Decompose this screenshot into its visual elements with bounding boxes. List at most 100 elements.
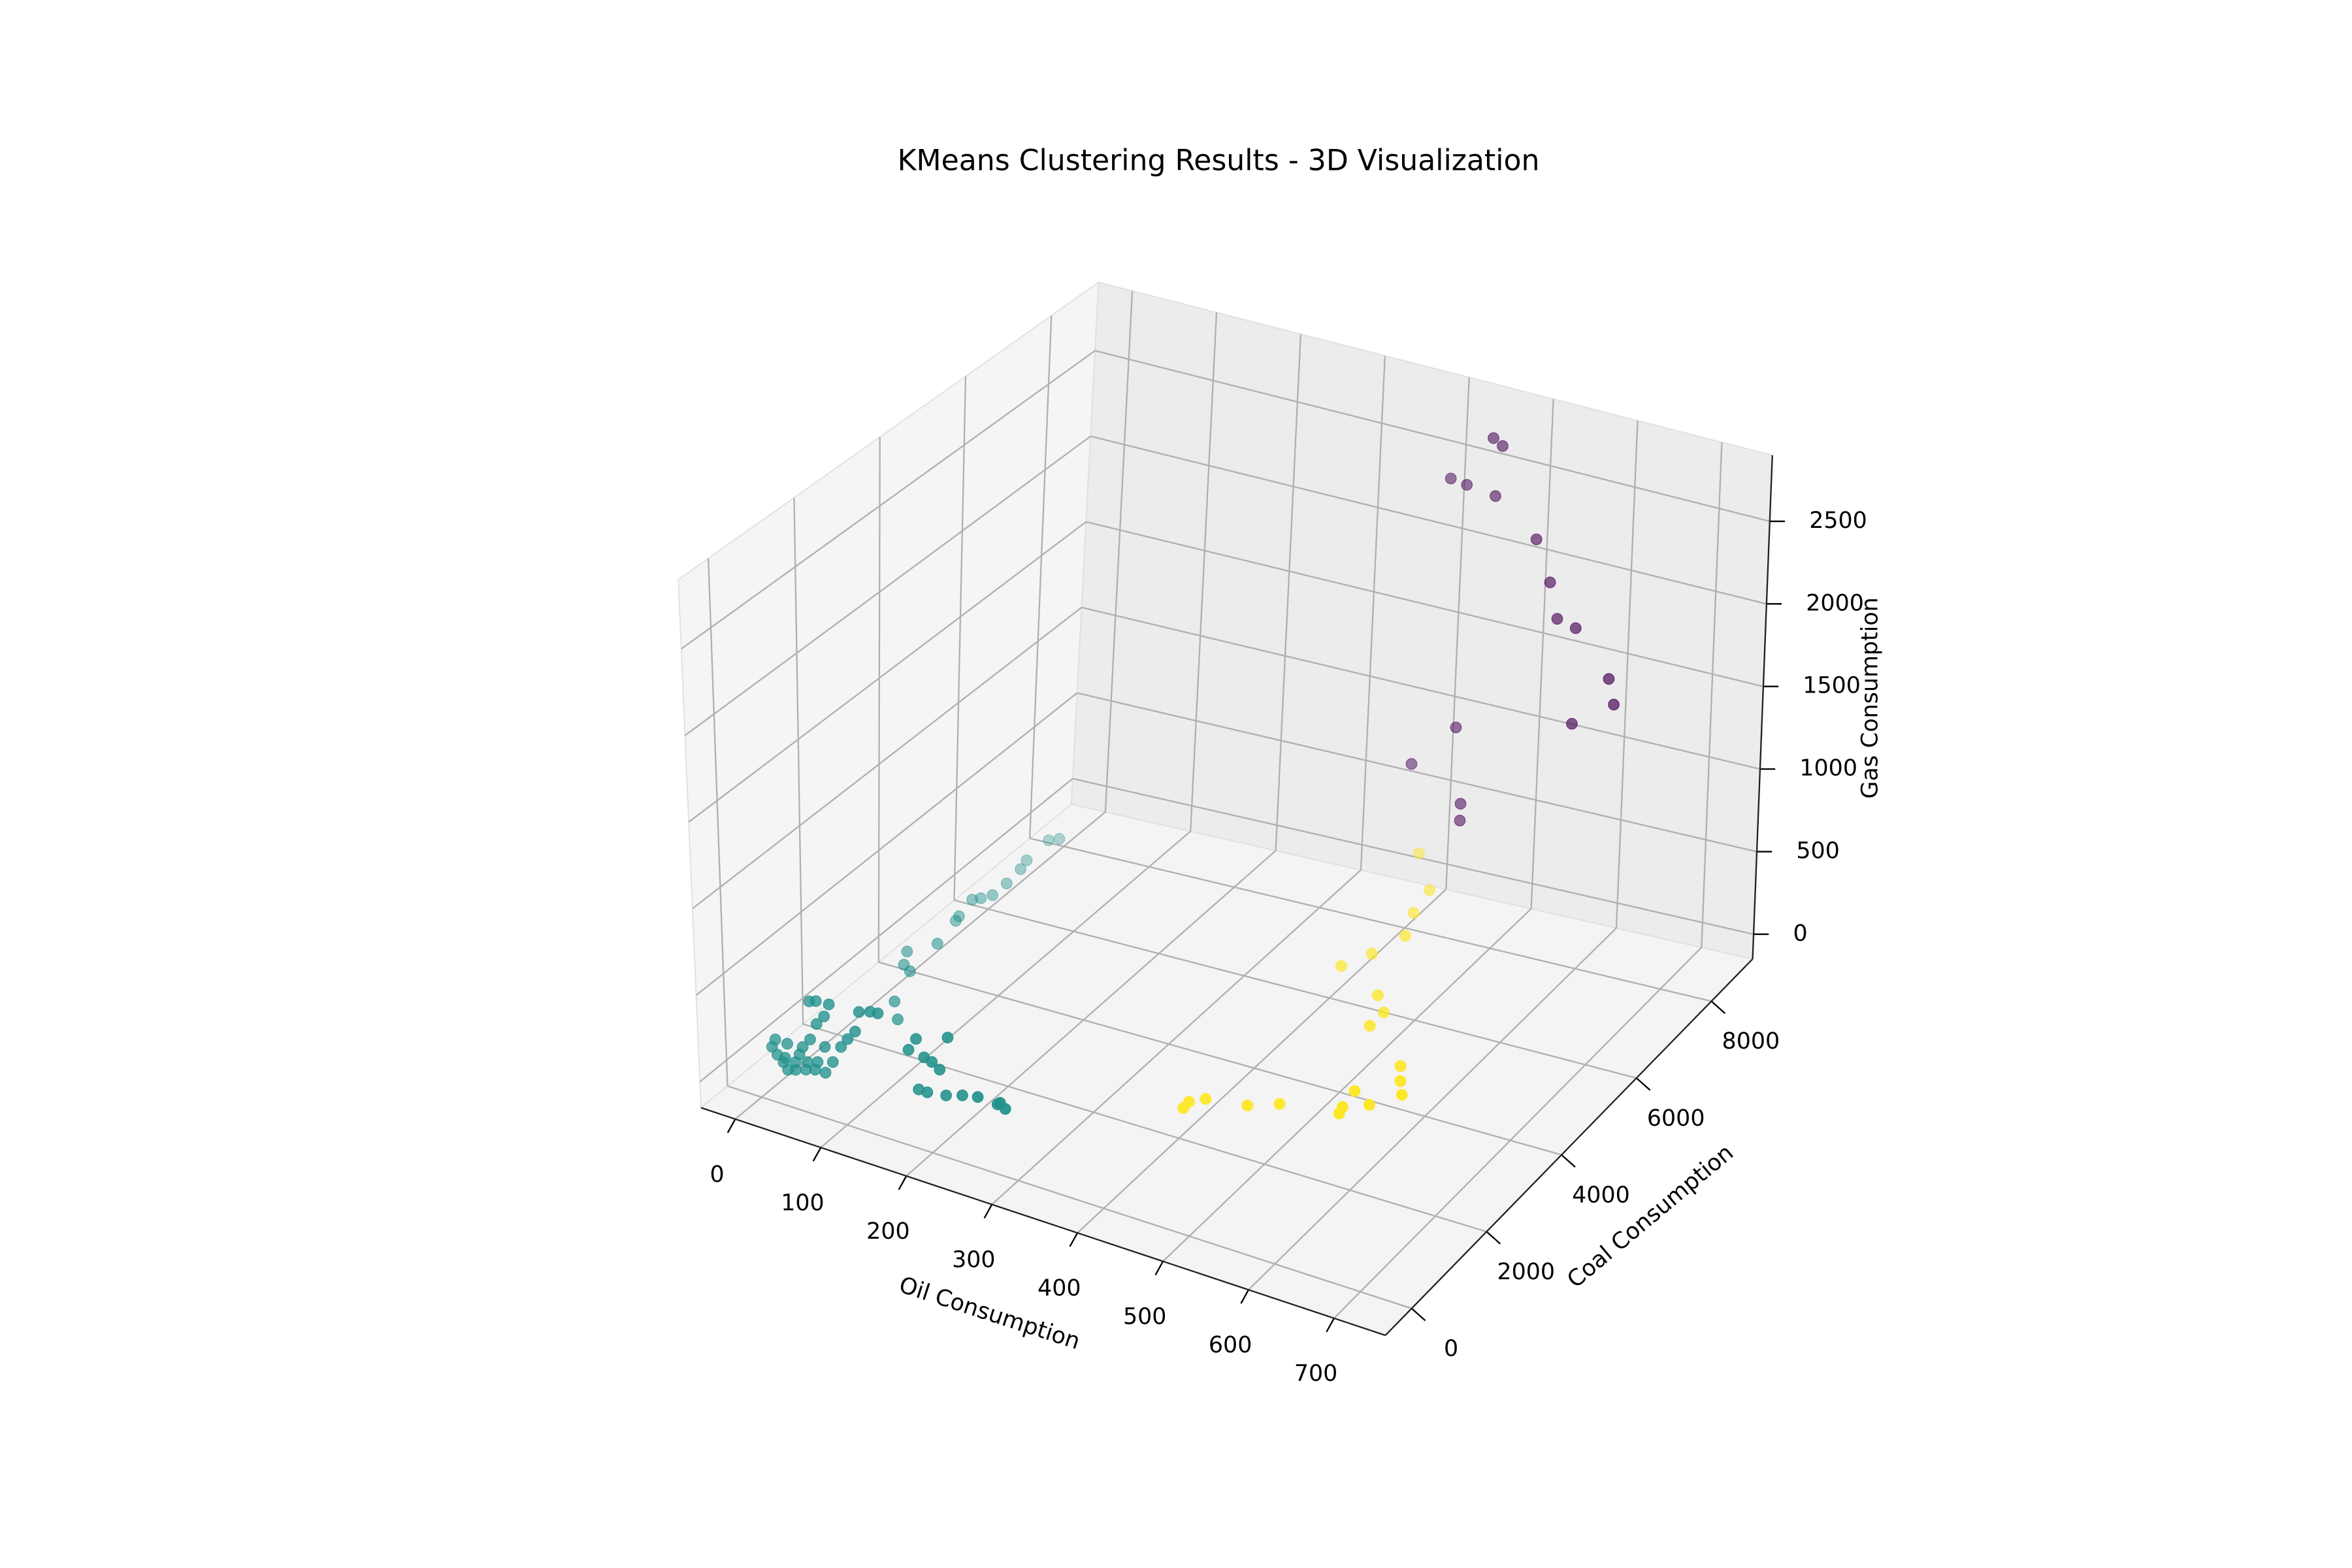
data-point (826, 1056, 839, 1068)
grid-line (1248, 927, 1617, 1291)
x-tick-label: 500 (1123, 1304, 1166, 1330)
data-point (1021, 854, 1033, 866)
grid-line (727, 1085, 1413, 1309)
x-tick (1240, 1289, 1250, 1304)
data-point (1363, 1099, 1375, 1111)
axes: 0 100 200 300 400 500 600 700 0 2000 4000 6000 8000 0… (700, 455, 1867, 1387)
grid-line (802, 1023, 1487, 1233)
data-point (999, 1103, 1011, 1115)
grid-line (820, 830, 1191, 1149)
grid-line (877, 436, 881, 962)
data-point (1200, 1093, 1212, 1105)
grid (681, 291, 1771, 1319)
data-point (926, 1056, 938, 1068)
z-axis-label: Gas Consumption (1857, 597, 1884, 798)
data-point (889, 995, 901, 1007)
z-tick-label: 2000 (1806, 590, 1864, 616)
data-point (1461, 479, 1473, 491)
y-axis-line (1384, 958, 1754, 1336)
y-tick-label: 8000 (1722, 1028, 1780, 1054)
grid-line (954, 899, 1637, 1079)
x-tick-label: 600 (1209, 1332, 1252, 1358)
grid-line (1162, 908, 1532, 1262)
data-point (819, 1041, 831, 1053)
grid-line (1445, 377, 1470, 890)
data-point (823, 998, 835, 1011)
data-point (779, 1052, 791, 1064)
grid-line (707, 558, 728, 1086)
x-tick (727, 1119, 736, 1134)
y-tick (1710, 1000, 1726, 1014)
chart-title: KMeans Clustering Results - 3D Visualiza… (898, 144, 1540, 178)
z-tick-label: 500 (1796, 838, 1839, 864)
grid-line (692, 606, 1083, 909)
data-point (1424, 884, 1436, 896)
data-point (1273, 1098, 1286, 1110)
grid-line (684, 435, 1091, 736)
grid-line (1094, 350, 1771, 523)
data-point (1394, 1075, 1407, 1087)
x-tick-label: 300 (952, 1247, 995, 1273)
grid-line (681, 350, 1096, 650)
y-tick (1636, 1077, 1651, 1091)
data-point (1603, 673, 1615, 685)
data-point (1454, 798, 1467, 810)
x-tick (983, 1203, 993, 1219)
data-point (781, 1037, 793, 1050)
data-point (1335, 960, 1347, 972)
x-tick-label: 700 (1294, 1361, 1337, 1387)
data-point (1490, 490, 1501, 502)
data-point (892, 1013, 904, 1026)
data-point (956, 1089, 968, 1102)
grid-line (1615, 420, 1639, 928)
grid-line (699, 777, 1073, 1083)
panes (678, 281, 1773, 1336)
y-tick-label: 0 (1444, 1335, 1458, 1362)
data-point (1177, 1102, 1190, 1114)
data-point (1496, 440, 1509, 452)
x-tick (812, 1147, 822, 1162)
data-point (1000, 877, 1013, 890)
data-point (1450, 721, 1462, 734)
y-tick-label: 4000 (1572, 1182, 1630, 1208)
grid-line (991, 869, 1362, 1205)
data-point (1445, 472, 1457, 485)
data-point (804, 1034, 816, 1045)
data-point (1454, 814, 1466, 826)
x-tick (898, 1175, 907, 1190)
data-point (1333, 1107, 1345, 1120)
grid-line (1077, 889, 1447, 1233)
x-tick-label: 200 (866, 1218, 909, 1245)
grid-line (878, 961, 1562, 1156)
grid-line (793, 497, 804, 1024)
x-tick (1154, 1261, 1164, 1276)
grid-line (953, 376, 967, 900)
grid-line (1190, 312, 1218, 832)
data-point (940, 1089, 953, 1102)
data-point (819, 1066, 832, 1079)
data-point (1566, 717, 1578, 730)
data-point (1551, 613, 1563, 625)
grid-line (1701, 442, 1723, 948)
data-point (1396, 1088, 1408, 1101)
data-point (1372, 989, 1384, 1002)
x-axis-line (700, 1107, 1386, 1336)
data-point (972, 1091, 984, 1103)
data-point (1399, 930, 1411, 942)
y-tick (1411, 1307, 1426, 1322)
data-point (809, 995, 822, 1007)
grid-line (906, 850, 1277, 1177)
data-point (1569, 622, 1582, 634)
data-point (872, 1007, 884, 1019)
data-point (1530, 533, 1543, 546)
points (766, 432, 1620, 1120)
data-point (1365, 947, 1378, 960)
grid-line (1275, 334, 1302, 851)
grid-line (695, 692, 1078, 996)
data-point (1394, 1060, 1407, 1072)
data-point (902, 1043, 915, 1056)
z-axis-line (1752, 455, 1773, 959)
data-point (1378, 1006, 1390, 1019)
data-point (934, 1064, 946, 1076)
